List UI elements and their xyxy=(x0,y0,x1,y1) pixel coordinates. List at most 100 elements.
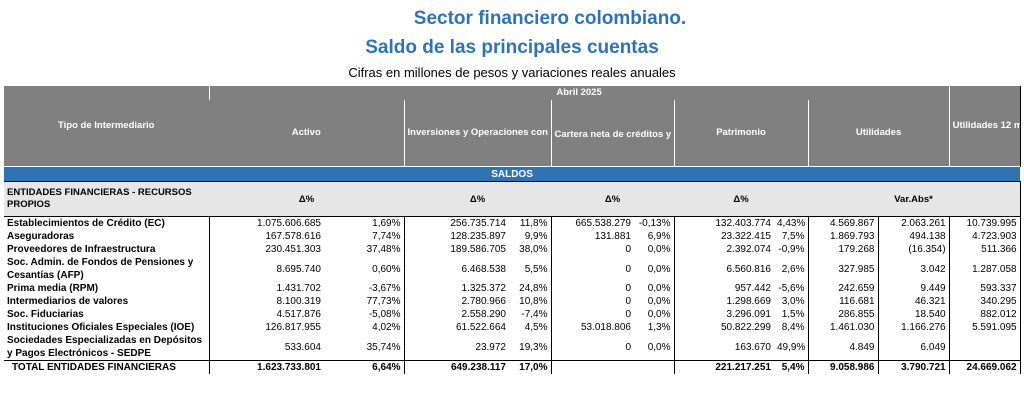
row-label: Proveedores de Infraestructura xyxy=(7,244,156,255)
inversiones-value: 189.586.705 xyxy=(403,243,509,256)
inversiones-pct: 10,8% xyxy=(519,296,548,307)
utilidades-value: 179.268 xyxy=(807,243,878,256)
cartera-value: 0 xyxy=(550,243,634,256)
cartera-pct: 0,0% xyxy=(647,263,671,275)
col-header-inversiones: Inversiones y Operaciones con Derivados xyxy=(403,100,551,167)
patrimonio-value: 6.560.816 xyxy=(673,256,774,282)
patrimonio-value: 1.298.669 xyxy=(673,295,774,308)
activo-value: 167.578.616 xyxy=(208,230,324,243)
patrimonio-delta-header: Δ% xyxy=(674,181,808,217)
cartera-pct: 0,0% xyxy=(647,296,671,307)
patrimonio-value: 50.822.299 xyxy=(673,321,774,334)
row-label: Soc. Admin. de Fondos de Pensiones y Ces… xyxy=(7,257,194,281)
inversiones-pct: -7,4% xyxy=(521,309,548,320)
activo-value: 4.517.876 xyxy=(208,308,324,321)
patrimonio-value: 23.322.415 xyxy=(673,230,774,243)
cartera-value: 53.018.806 xyxy=(550,321,634,334)
var-abs-value: 2.063.261 xyxy=(877,216,950,230)
table-row: Soc. Admin. de Fondos de Pensiones y Ces… xyxy=(4,256,1021,282)
activo-pct: 4,02% xyxy=(372,322,401,333)
utilidades-value: 1.461.030 xyxy=(807,321,878,334)
activo-value: 230.451.303 xyxy=(208,243,324,256)
activo-value: 126.817.955 xyxy=(208,321,324,334)
utilidades-value: 116.681 xyxy=(807,295,878,308)
inversiones-pct: 5,5% xyxy=(524,263,548,275)
utilidades-value: 4.849 xyxy=(807,334,878,361)
inversiones-pct: 24,8% xyxy=(519,283,548,294)
col-header-utilidades: Utilidades xyxy=(807,100,950,167)
cartera-pct: 6,9% xyxy=(647,231,671,242)
total-utilidades: 9.058.986 xyxy=(807,360,878,374)
utilidades-value: 4.569.867 xyxy=(807,216,878,230)
patrimonio-pct: -0,9% xyxy=(778,244,805,255)
cartera-pct: 0,0% xyxy=(647,341,671,353)
row-label: Aseguradoras xyxy=(7,231,75,242)
activo-value: 8.100.319 xyxy=(208,295,324,308)
total-label: TOTAL ENTIDADES FINANCIERAS xyxy=(4,360,209,374)
activo-pct: 77,73% xyxy=(366,296,401,307)
activo-value: 8.695.740 xyxy=(208,256,324,282)
table-row: Soc. Fiduciarias 4.517.876 -5,08% 2.558.… xyxy=(4,308,1021,321)
table-row: Proveedores de Infraestructura 230.451.3… xyxy=(4,243,1021,256)
patrimonio-value: 957.442 xyxy=(673,282,774,295)
activo-delta-header: Δ% xyxy=(209,181,404,217)
cartera-value: 0 xyxy=(550,334,634,361)
inversiones-value: 6.468.538 xyxy=(403,256,509,282)
utilidades-value: 1.869.793 xyxy=(807,230,878,243)
patrimonio-value: 163.670 xyxy=(673,334,774,361)
cartera-delta-header: Δ% xyxy=(551,181,674,217)
saldos-band: SALDOS xyxy=(4,166,1021,182)
total-patrimonio-pct: 5,4% xyxy=(774,360,808,374)
inversiones-pct: 11,8% xyxy=(519,218,548,229)
total-activo-pct: 6,64% xyxy=(324,360,404,374)
total-row: TOTAL ENTIDADES FINANCIERAS 1.623.733.80… xyxy=(4,360,1021,374)
cartera-pct: 1,3% xyxy=(647,322,671,333)
total-activo: 1.623.733.801 xyxy=(208,360,324,374)
row-label: Prima media (RPM) xyxy=(7,283,99,294)
report-units-note: Cifras en millones de pesos y variacione… xyxy=(348,65,676,80)
activo-pct: 37,48% xyxy=(366,244,401,255)
utilidades12-value: 1.287.058 xyxy=(948,256,1021,282)
total-inversiones-pct: 17,0% xyxy=(509,360,551,374)
utilidades12-value: 511.366 xyxy=(948,243,1021,256)
cartera-value: 0 xyxy=(550,256,634,282)
inversiones-value: 128.235.897 xyxy=(403,230,509,243)
row-label: Establecimientos de Crédito (EC) xyxy=(7,218,165,229)
col-header-tipo: Tipo de Intermediario xyxy=(4,86,209,167)
section-label: ENTIDADES FINANCIERAS - RECURSOS PROPIOS xyxy=(4,181,209,217)
var-abs-value: 3.042 xyxy=(877,256,950,282)
utilidades12-value: 340.295 xyxy=(948,295,1021,308)
cartera-pct: 0,0% xyxy=(647,309,671,320)
utilidades-blank xyxy=(808,181,878,217)
total-inversiones: 649.238.117 xyxy=(403,360,509,374)
patrimonio-pct: 2,6% xyxy=(781,263,805,275)
activo-pct: 0,60% xyxy=(372,263,401,275)
inversiones-value: 61.522.664 xyxy=(403,321,509,334)
patrimonio-pct: 4,43% xyxy=(777,218,806,229)
utilidades12-blank xyxy=(949,181,1021,217)
patrimonio-value: 2.392.074 xyxy=(673,243,774,256)
utilidades12-value: 4.723.903 xyxy=(948,230,1021,243)
patrimonio-pct: 7,5% xyxy=(781,231,805,242)
patrimonio-pct: -5,6% xyxy=(778,283,805,294)
var-abs-value: 494.138 xyxy=(877,230,950,243)
var-abs-value: 6.049 xyxy=(877,334,950,361)
utilidades-value: 327.985 xyxy=(807,256,878,282)
var-abs-value: 9.449 xyxy=(877,282,950,295)
activo-pct: -3,67% xyxy=(368,283,401,294)
table-row: Establecimientos de Crédito (EC) 1.075.6… xyxy=(4,216,1021,230)
utilidades12-value: 5.591.095 xyxy=(948,321,1021,334)
inversiones-value: 23.972 xyxy=(403,334,509,361)
activo-value: 533.604 xyxy=(208,334,324,361)
inversiones-pct: 19,3% xyxy=(519,341,548,353)
utilidades12-value: 10.739.995 xyxy=(948,216,1021,230)
table-row: Intermediarios de valores 8.100.319 77,7… xyxy=(4,295,1021,308)
activo-value: 1.431.702 xyxy=(208,282,324,295)
report-subtitle-title: Saldo de las principales cuentas xyxy=(365,37,659,58)
inversiones-pct: 38,0% xyxy=(519,244,548,255)
saldos-label: SALDOS xyxy=(4,166,1021,182)
total-cartera xyxy=(550,360,634,374)
row-label: Instituciones Oficiales Especiales (IOE) xyxy=(7,322,195,333)
column-header-row: Activo Inversiones y Operaciones con Der… xyxy=(4,100,1020,167)
table-row: Instituciones Oficiales Especiales (IOE)… xyxy=(4,321,1021,334)
